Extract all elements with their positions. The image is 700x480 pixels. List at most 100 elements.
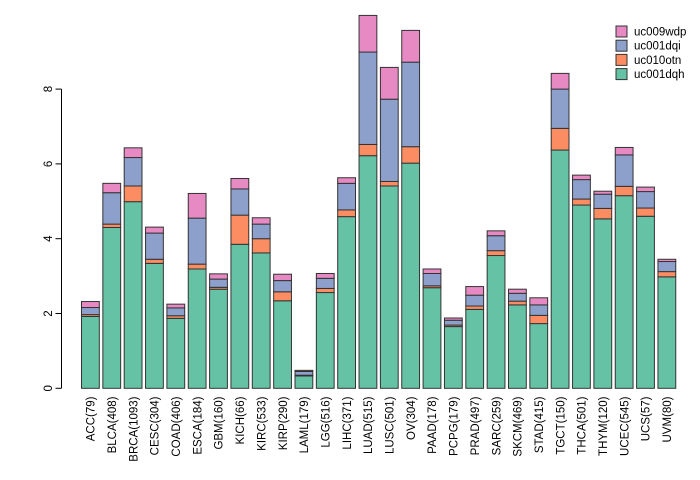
bar-segment-uc009wdp — [379, 66, 399, 100]
bar-KICH(66) — [230, 177, 250, 389]
bar-segment-uc009wdp — [443, 317, 463, 321]
bar-segment-uc001dqh — [593, 218, 613, 389]
bar-segment-uc001dqh — [251, 252, 271, 389]
bar-segment-uc001dqh — [465, 308, 485, 389]
bar-segment-uc009wdp — [230, 177, 250, 190]
bar-segment-uc001dqi — [123, 157, 143, 187]
bar-segment-uc010otn — [273, 291, 292, 302]
bar-segment-uc010otn — [401, 146, 421, 164]
bar-segment-uc001dqi — [401, 61, 421, 148]
bar-segment-uc001dqh — [337, 216, 357, 389]
bar-segment-uc001dqi — [572, 179, 591, 200]
bar-segment-uc001dqh — [187, 268, 207, 389]
bar-segment-uc001dqh — [358, 155, 378, 389]
bar-THCA(501) — [572, 174, 591, 389]
bar-segment-uc009wdp — [294, 369, 314, 372]
bar-segment-uc010otn — [636, 207, 655, 217]
bar-PRAD(497) — [465, 286, 485, 389]
bar-segment-uc001dqi — [166, 307, 186, 317]
x-tick-label: LIHC(371) — [342, 396, 354, 449]
x-tick-label: UCEC(545) — [619, 396, 631, 456]
bar-segment-uc001dqh — [486, 255, 506, 389]
bar-segment-uc009wdp — [81, 301, 100, 309]
y-tick-label: 2 — [43, 310, 55, 316]
bar-segment-uc001dqh — [123, 201, 143, 389]
bar-segment-uc009wdp — [550, 72, 570, 90]
bar-segment-uc001dqi — [379, 98, 399, 182]
bar-segment-uc001dqh — [636, 215, 655, 389]
bar-segment-uc009wdp — [422, 268, 442, 274]
bar-COAD(406) — [166, 303, 186, 389]
x-tick-label: STAD(415) — [534, 396, 546, 453]
bar-ACC(79) — [81, 301, 100, 389]
bar-LUSC(501) — [379, 66, 399, 389]
bar-segment-uc001dqi — [508, 292, 527, 302]
legend-label-uc010otn: uc010otn — [634, 55, 681, 67]
bar-segment-uc009wdp — [657, 258, 677, 263]
bar-segment-uc009wdp — [251, 217, 271, 225]
x-tick-label: KIRC(533) — [256, 396, 268, 450]
bar-BLCA(408) — [102, 182, 122, 389]
bar-SKCM(469) — [508, 288, 527, 389]
bar-segment-uc001dqi — [102, 192, 122, 225]
bar-segment-uc001dqh — [315, 292, 335, 389]
bar-CESC(304) — [145, 226, 164, 389]
bar-segment-uc010otn — [486, 250, 506, 257]
bar-segment-uc001dqh — [230, 243, 250, 389]
bar-segment-uc001dqi — [614, 154, 634, 187]
bar-segment-uc001dqi — [81, 307, 100, 316]
x-tick-label: LGG(516) — [320, 396, 332, 447]
bar-segment-uc009wdp — [123, 147, 143, 159]
bar-segment-uc010otn — [102, 223, 122, 228]
legend-label-uc001dqi: uc001dqi — [634, 41, 681, 53]
bar-UVM(80) — [657, 258, 677, 389]
bar-segment-uc010otn — [337, 209, 357, 218]
bar-segment-uc009wdp — [636, 186, 655, 193]
bar-segment-uc009wdp — [508, 288, 527, 294]
bar-segment-uc001dqi — [337, 182, 357, 211]
bar-segment-uc010otn — [614, 185, 634, 197]
y-tick-label: 6 — [43, 161, 55, 167]
bar-segment-uc010otn — [315, 287, 335, 294]
bar-UCS(57) — [636, 186, 655, 389]
bar-segment-uc009wdp — [337, 177, 357, 184]
bar-segment-uc001dqh — [294, 375, 314, 389]
legend-swatch-uc010otn — [615, 53, 628, 66]
bar-THYM(120) — [593, 190, 613, 389]
bar-segment-uc001dqh — [145, 262, 164, 389]
bar-segment-uc001dqi — [230, 188, 250, 216]
x-tick-label: SKCM(469) — [513, 396, 525, 456]
x-tick-label: PRAD(497) — [470, 396, 482, 455]
bar-segment-uc001dqi — [465, 294, 485, 307]
bar-segment-uc009wdp — [166, 303, 186, 309]
bar-KIRP(290) — [273, 273, 292, 389]
bar-PCPG(179) — [443, 317, 463, 389]
bar-segment-uc009wdp — [572, 174, 591, 181]
bar-segment-uc001dqh — [209, 288, 228, 389]
bar-LGG(516) — [315, 272, 335, 389]
x-tick-label: OV(304) — [406, 396, 418, 440]
x-tick-label: SARC(259) — [491, 396, 503, 455]
bar-segment-uc001dqi — [209, 278, 228, 288]
bar-segment-uc001dqh — [273, 300, 292, 389]
x-tick-label: PAAD(178) — [427, 396, 439, 453]
bar-segment-uc001dqh — [508, 304, 527, 389]
bar-segment-uc010otn — [145, 258, 164, 264]
bar-segment-uc009wdp — [465, 286, 485, 296]
bar-segment-uc010otn — [593, 207, 613, 220]
x-tick-label: BRCA(1093) — [128, 396, 140, 461]
bar-segment-uc010otn — [657, 271, 677, 278]
legend-label-uc001dqh: uc001dqh — [634, 69, 685, 81]
x-tick-label: ESCA(184) — [192, 396, 204, 454]
bar-segment-uc001dqh — [529, 323, 549, 389]
bar-segment-uc001dqh — [166, 317, 186, 389]
x-tick-label: ACC(79) — [86, 396, 98, 441]
bar-segment-uc009wdp — [593, 190, 613, 195]
bar-segment-uc010otn — [379, 180, 399, 187]
bar-LUAD(515) — [358, 14, 378, 389]
bar-segment-uc001dqi — [187, 217, 207, 265]
bar-segment-uc001dqi — [315, 277, 335, 289]
bar-segment-uc001dqi — [251, 223, 271, 240]
